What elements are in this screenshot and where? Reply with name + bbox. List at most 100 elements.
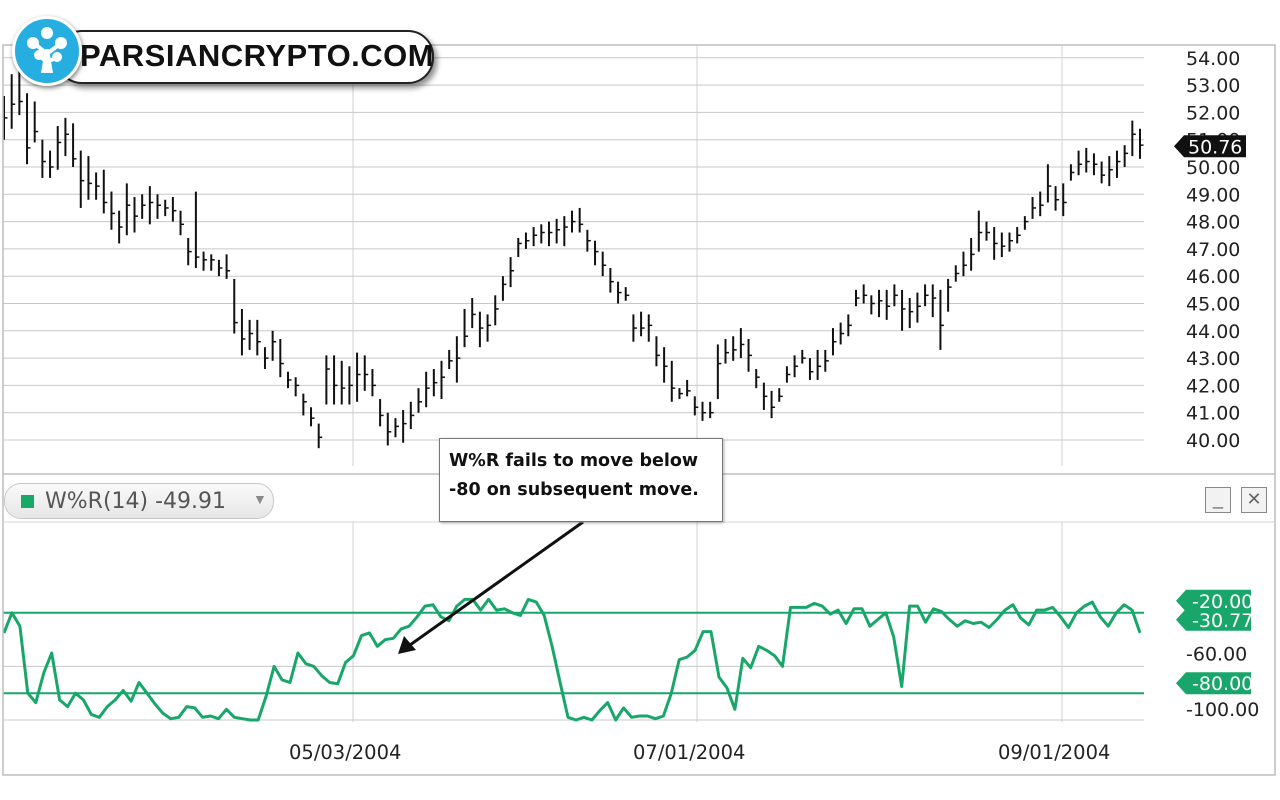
price-tick-label: 47.00 [1186,239,1240,261]
price-bar [271,330,277,361]
price-tick-label: 54.00 [1186,48,1240,70]
arrow-head [398,636,416,654]
price-bar [547,221,553,247]
price-bar [432,369,438,397]
price-bar [95,172,100,200]
price-bar [532,227,538,247]
price-bar [279,338,284,378]
date-tick-label: 07/01/2004 [633,741,745,764]
price-bar [801,349,806,364]
price-bar [563,216,568,247]
price-bar [816,349,822,380]
price-tick-label: 52.00 [1186,102,1240,124]
price-bar [939,289,944,350]
price-bar [448,349,453,370]
price-bar [425,371,430,408]
price-bar [901,289,906,331]
price-bar [1000,232,1006,258]
price-bar [494,295,499,326]
price-bar [517,237,522,258]
price-bar [148,186,154,225]
osc-badge-label: -80.00 [1192,673,1253,695]
price-tick-label: 46.00 [1186,266,1240,288]
price-tick-label: 41.00 [1186,403,1240,425]
price-bar [171,197,177,222]
price-bar [747,338,753,372]
callout-text-line-2: -80 on subsequent move. [449,480,699,500]
price-bar [133,197,138,233]
price-bar [56,126,62,170]
price-bar [647,314,653,342]
price-bar [141,194,146,219]
price-bar [509,257,515,288]
price-bar [732,336,737,361]
osc-badge-label: -20.00 [1192,591,1253,613]
price-bar [125,183,131,236]
osc-value-badge: -80.00 [1176,672,1253,695]
osc-value-badge: -30.77 [1176,608,1253,632]
price-tick-label: 53.00 [1186,75,1240,97]
price-bar [678,388,683,400]
callout-box: W%R fails to move below -80 on subsequen… [439,438,723,522]
price-tick-label: 49.00 [1186,184,1240,206]
price-bar [893,284,898,307]
price-tick-label: 45.00 [1186,294,1240,316]
indicator-tab[interactable]: W%R(14) -49.91 ▼ [4,483,274,519]
price-bar [110,191,115,230]
price-bar [617,281,622,304]
price-bar [217,259,223,277]
oscillator-series [2,597,1142,722]
price-bar [847,314,852,337]
price-bar [993,227,998,260]
price-bar [471,298,476,329]
price-bar [762,382,768,410]
price-bar [26,93,31,165]
price-bar [1131,120,1136,157]
callout-text-line-1: W%R fails to move below [449,451,699,471]
osc-value-badge: -20.00 [1176,589,1253,613]
price-tick-label: 42.00 [1186,375,1240,397]
price-bar [501,276,507,301]
close-button[interactable]: ✕ [1241,487,1267,513]
callout-arrow [398,520,584,654]
price-bar [1139,128,1144,159]
price-bar [716,344,722,400]
price-bar [379,399,384,427]
williams-r-line [2,597,1142,722]
price-bar [33,101,39,143]
price-bar [202,251,208,271]
price-bar [693,396,699,416]
brand-circle [12,16,82,86]
brand-pill [56,30,434,84]
price-bar [985,221,990,241]
price-bar [839,322,845,345]
price-bar [540,224,545,244]
price-bar [1023,216,1029,230]
price-bar [49,150,54,178]
price-bar [970,237,975,271]
price-bar [701,401,706,421]
price-bar [72,123,77,167]
arrow-shaft [409,520,584,647]
price-bar [555,218,561,244]
price-tick-label: 44.00 [1186,321,1240,343]
minimize-icon: _ [1212,489,1223,509]
price-bar [862,284,868,304]
price-bar [924,284,929,307]
price-bar [240,308,246,356]
price-grid [3,45,1144,466]
price-bar [578,207,584,233]
minimize-button[interactable]: _ [1205,487,1231,513]
caret-down-icon[interactable]: ▼ [253,491,267,507]
price-bar [363,355,369,391]
osc-tick-label: -60.00 [1186,643,1247,665]
price-bar [824,349,829,372]
price-bar [954,265,960,282]
close-icon: ✕ [1246,489,1262,509]
price-bar [739,328,745,359]
price-tick-label: 48.00 [1186,212,1240,234]
price-bar [770,390,776,419]
price-bar [64,117,69,157]
price-bar [962,251,967,277]
